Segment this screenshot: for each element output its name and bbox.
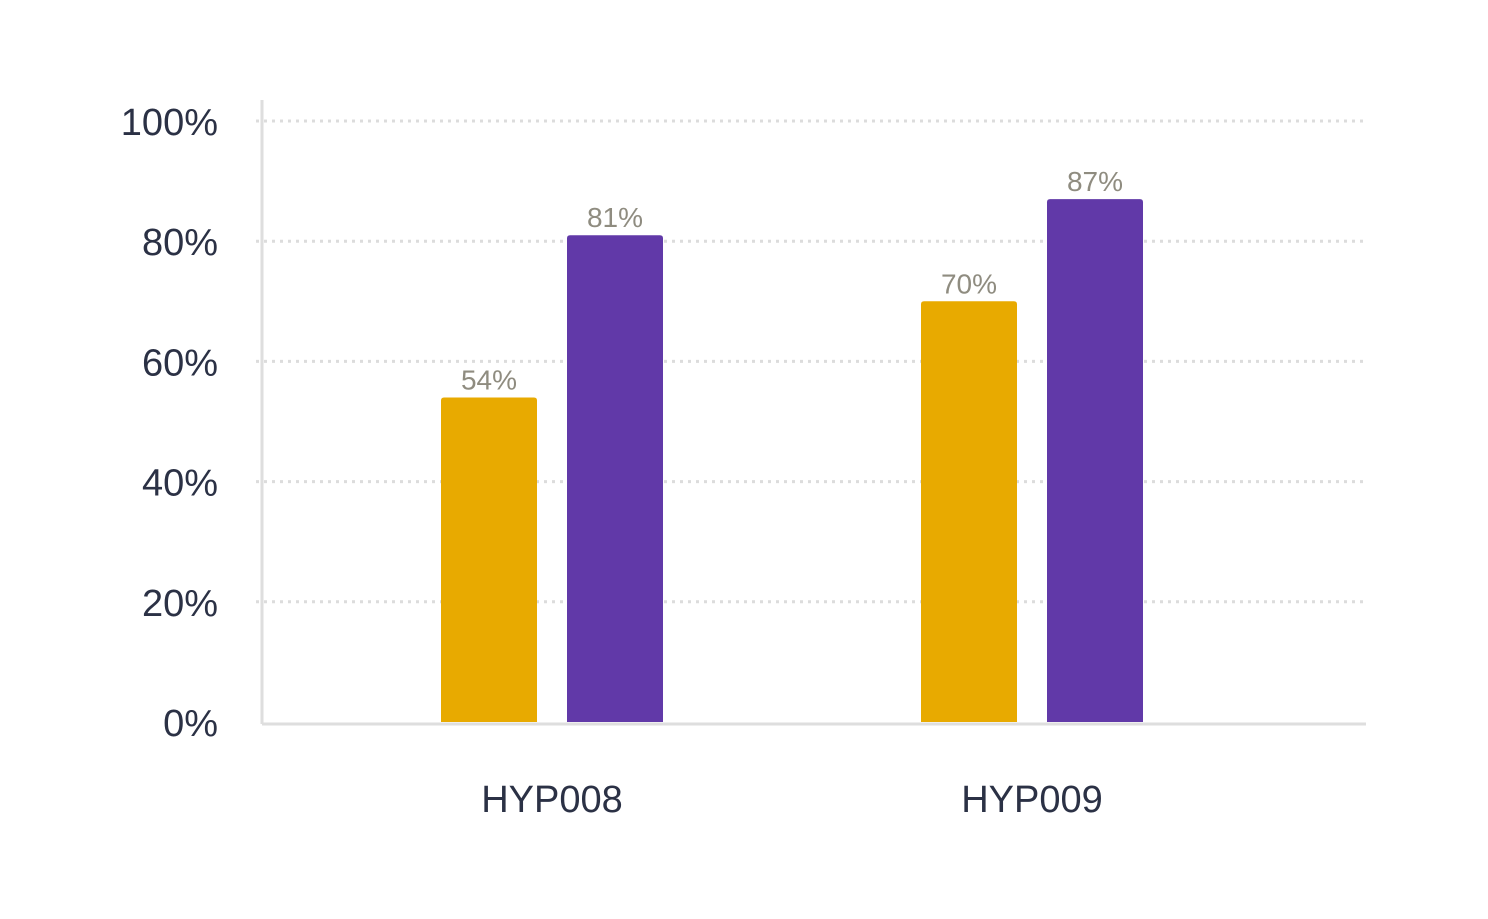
bars bbox=[441, 199, 1143, 722]
bar-hyp009-series-2 bbox=[1047, 199, 1143, 722]
y-tick-label: 20% bbox=[142, 583, 218, 625]
bar-hyp008-series-2 bbox=[567, 235, 663, 722]
y-tick-labels: 0% 20% 40% 60% 80% 100% bbox=[121, 102, 218, 745]
y-tick-label: 0% bbox=[163, 703, 218, 745]
data-label: 70% bbox=[941, 268, 997, 299]
x-category-labels: HYP008 HYP009 bbox=[481, 779, 1103, 821]
data-label: 81% bbox=[587, 202, 643, 233]
y-tick-label: 100% bbox=[121, 102, 218, 144]
x-category-label: HYP009 bbox=[961, 779, 1103, 821]
gridlines bbox=[256, 119, 1366, 604]
axes bbox=[260, 100, 1366, 726]
bar-hyp009-series-1 bbox=[921, 301, 1017, 722]
data-label: 87% bbox=[1067, 166, 1123, 197]
y-tick-label: 80% bbox=[142, 222, 218, 264]
y-tick-label: 60% bbox=[142, 342, 218, 384]
data-labels: 54% 81% 70% 87% bbox=[461, 166, 1123, 395]
y-tick-label: 40% bbox=[142, 463, 218, 505]
x-category-label: HYP008 bbox=[481, 779, 623, 821]
data-label: 54% bbox=[461, 364, 517, 395]
bar-hyp008-series-1 bbox=[441, 397, 537, 722]
